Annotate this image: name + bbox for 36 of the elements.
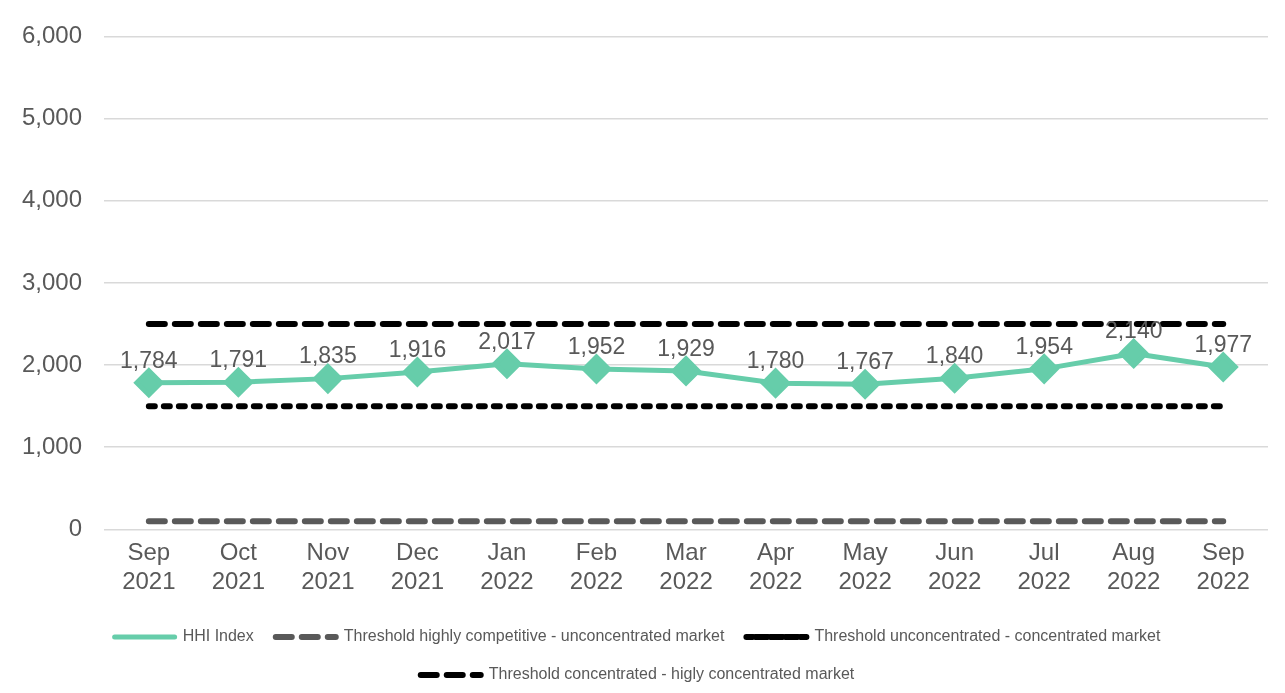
legend-label: HHI Index (182, 627, 254, 645)
y-tick-label: 4,000 (22, 185, 83, 213)
data-label: 1,780 (746, 346, 805, 373)
data-label: 1,791 (209, 346, 268, 373)
data-label: 2,017 (478, 327, 536, 354)
data-label: 1,929 (657, 334, 715, 361)
y-tick-label: 3,000 (22, 267, 83, 295)
x-tick-label: Apr 2022 (748, 538, 803, 595)
x-tick-label: Feb 2022 (569, 538, 624, 595)
y-tick-label: 2,000 (22, 349, 83, 377)
x-tick-label: Sep 2021 (122, 538, 176, 595)
data-label: 1,954 (1015, 332, 1074, 359)
x-tick-label: Oct 2021 (211, 538, 266, 595)
y-tick-label: 1,000 (22, 431, 83, 459)
x-tick-label: Jul 2022 (1017, 538, 1071, 595)
y-tick-label: 0 (68, 514, 83, 542)
x-tick-label: Jun 2022 (927, 538, 982, 595)
x-tick-label: Aug 2022 (1107, 538, 1161, 595)
legend-label: Threshold concentrated - higly concentrated market (488, 665, 855, 683)
y-tick-label: 6,000 (22, 21, 83, 49)
x-tick-label: May 2022 (838, 538, 892, 595)
legend-label: Threshold unconcentrated - concentrated market (814, 627, 1161, 645)
data-label: 1,835 (299, 342, 357, 369)
data-label: 1,840 (925, 342, 984, 369)
data-label: 1,952 (567, 332, 626, 359)
y-tick-label: 5,000 (22, 103, 83, 131)
legend-label: Threshold highly competitive - unconcentrated market (343, 627, 725, 645)
data-label: 1,784 (120, 346, 178, 373)
x-tick-label: Sep 2022 (1196, 538, 1250, 595)
data-label: 1,916 (388, 335, 447, 362)
x-tick-label: Nov 2021 (301, 538, 355, 595)
x-tick-label: Jan 2022 (480, 538, 534, 595)
data-label: 1,767 (836, 348, 894, 375)
x-tick-label: Mar 2022 (659, 538, 713, 595)
x-tick-label: Dec 2021 (390, 538, 445, 595)
data-label: 1,977 (1194, 330, 1253, 357)
